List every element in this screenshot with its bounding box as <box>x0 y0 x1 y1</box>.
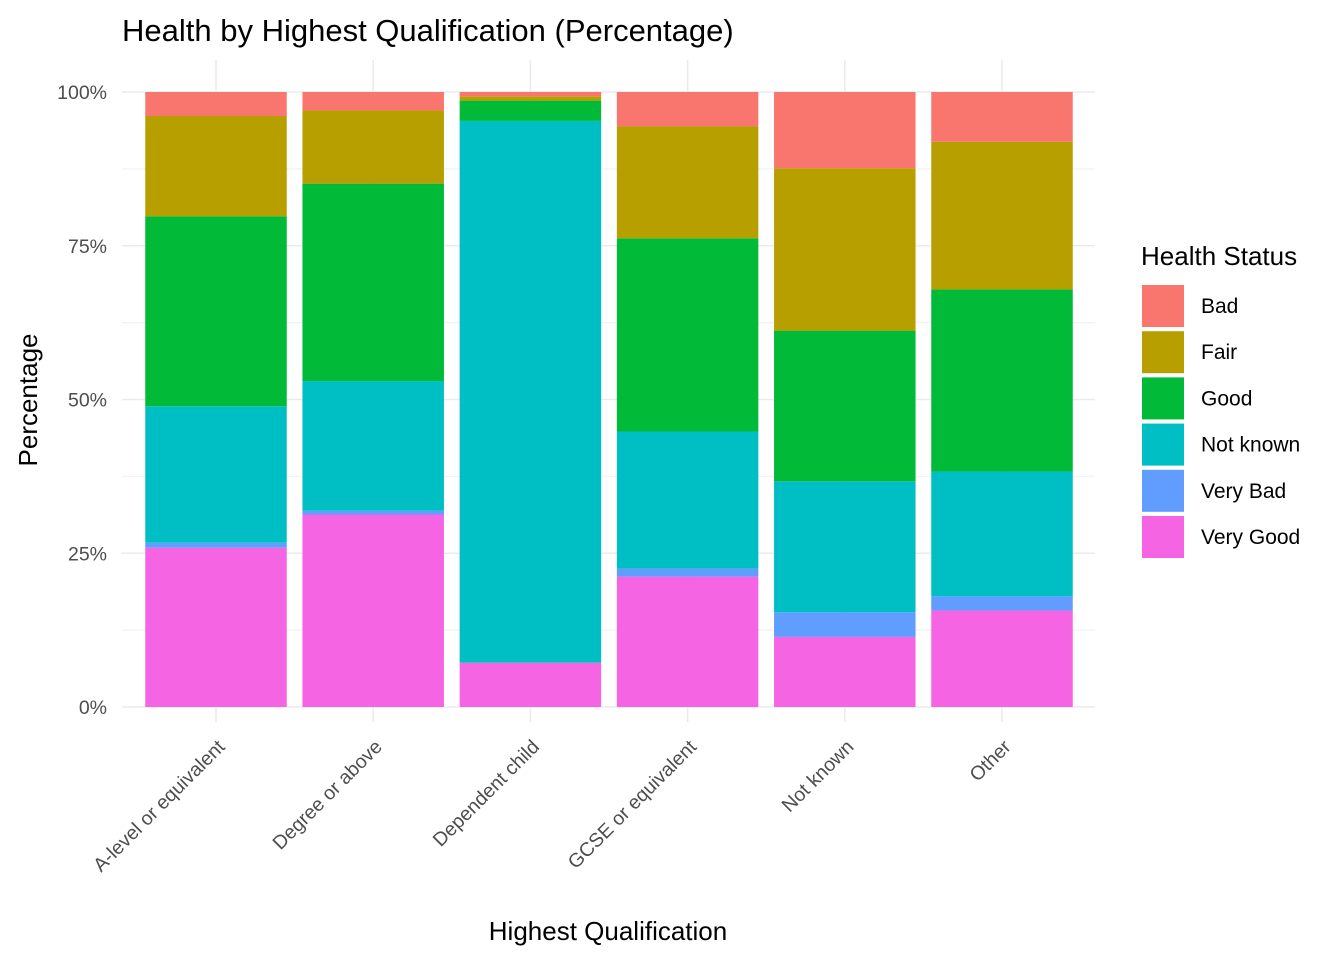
x-tick-label: Other <box>965 736 1015 786</box>
bar-segment-very-bad <box>302 510 444 515</box>
bar-segment-good <box>145 216 287 407</box>
legend-key-fair <box>1142 331 1184 374</box>
bar-segment-bad <box>302 92 444 111</box>
y-tick-label: 75% <box>68 236 107 258</box>
bar-segment-fair <box>616 126 759 239</box>
bar-segment-good <box>774 330 916 482</box>
x-tick-label: Not known <box>778 736 859 817</box>
bar-segment-not-known <box>931 471 1073 597</box>
chart-title: Health by Highest Qualification (Percent… <box>122 13 734 48</box>
bar-segment-very-good <box>145 547 287 707</box>
bar-segment-not-known <box>145 406 287 543</box>
bar-segment-very-bad <box>616 568 759 577</box>
bar-segment-fair <box>774 168 916 331</box>
legend-key-not-known <box>1142 423 1184 466</box>
bar-segment-not-known <box>459 120 602 663</box>
bars <box>145 92 1073 707</box>
legend: Health Status Bad Fair Good Not known Very B… <box>1141 241 1300 558</box>
y-axis-ticks: 0% 25% 50% 75% 100% <box>57 82 107 719</box>
bar-segment-bad <box>774 92 916 169</box>
bar-segment-not-known <box>616 431 759 569</box>
bar-segment-fair <box>931 141 1073 290</box>
bar-segment-very-bad <box>931 596 1073 611</box>
legend-label-not-known: Not known <box>1201 434 1300 457</box>
legend-key-bad <box>1142 285 1184 327</box>
x-tick-label: A-level or equivalent <box>89 736 230 877</box>
bar-segment-fair <box>145 115 287 217</box>
x-tick-label: Dependent child <box>429 736 544 851</box>
legend-key-very-bad <box>1142 469 1184 512</box>
bar-segment-very-good <box>931 610 1073 707</box>
bar-segment-very-good <box>302 514 444 707</box>
y-tick-label: 0% <box>79 697 107 719</box>
legend-label-good: Good <box>1201 387 1252 410</box>
bar-segment-good <box>931 289 1073 472</box>
legend-title: Health Status <box>1141 241 1297 271</box>
x-axis-title: Highest Qualification <box>489 916 727 946</box>
x-axis-ticks: A-level or equivalent Degree or above Depe… <box>89 736 1016 877</box>
bar-segment-very-good <box>459 662 602 707</box>
legend-label-bad: Bad <box>1201 295 1238 318</box>
bar-segment-fair <box>459 96 602 101</box>
bar-segment-bad <box>616 92 759 127</box>
bar-segment-good <box>616 238 759 432</box>
x-tick-label: GCSE or equivalent <box>564 736 702 874</box>
bar-segment-very-bad <box>145 542 287 548</box>
y-tick-label: 25% <box>68 543 107 565</box>
x-tick-label: Degree or above <box>268 736 386 854</box>
legend-key-good <box>1142 377 1184 420</box>
bar-segment-good <box>459 100 602 121</box>
bar-segment-fair <box>302 110 444 184</box>
bar-segment-not-known <box>302 381 444 511</box>
bar-segment-bad <box>459 92 602 97</box>
y-axis-title: Percentage <box>13 334 43 467</box>
legend-label-very-good: Very Good <box>1201 526 1300 549</box>
bar-segment-bad <box>931 92 1073 142</box>
bar-segment-good <box>302 183 444 382</box>
legend-key-very-good <box>1142 516 1184 558</box>
bar-segment-very-good <box>616 576 759 707</box>
y-tick-label: 100% <box>57 82 107 104</box>
legend-label-very-bad: Very Bad <box>1201 480 1286 503</box>
bar-segment-very-bad <box>774 612 916 637</box>
legend-label-fair: Fair <box>1201 341 1237 364</box>
bar-segment-very-good <box>774 636 916 707</box>
y-tick-label: 50% <box>68 390 107 412</box>
bar-segment-bad <box>145 92 287 116</box>
bar-segment-not-known <box>774 481 916 613</box>
